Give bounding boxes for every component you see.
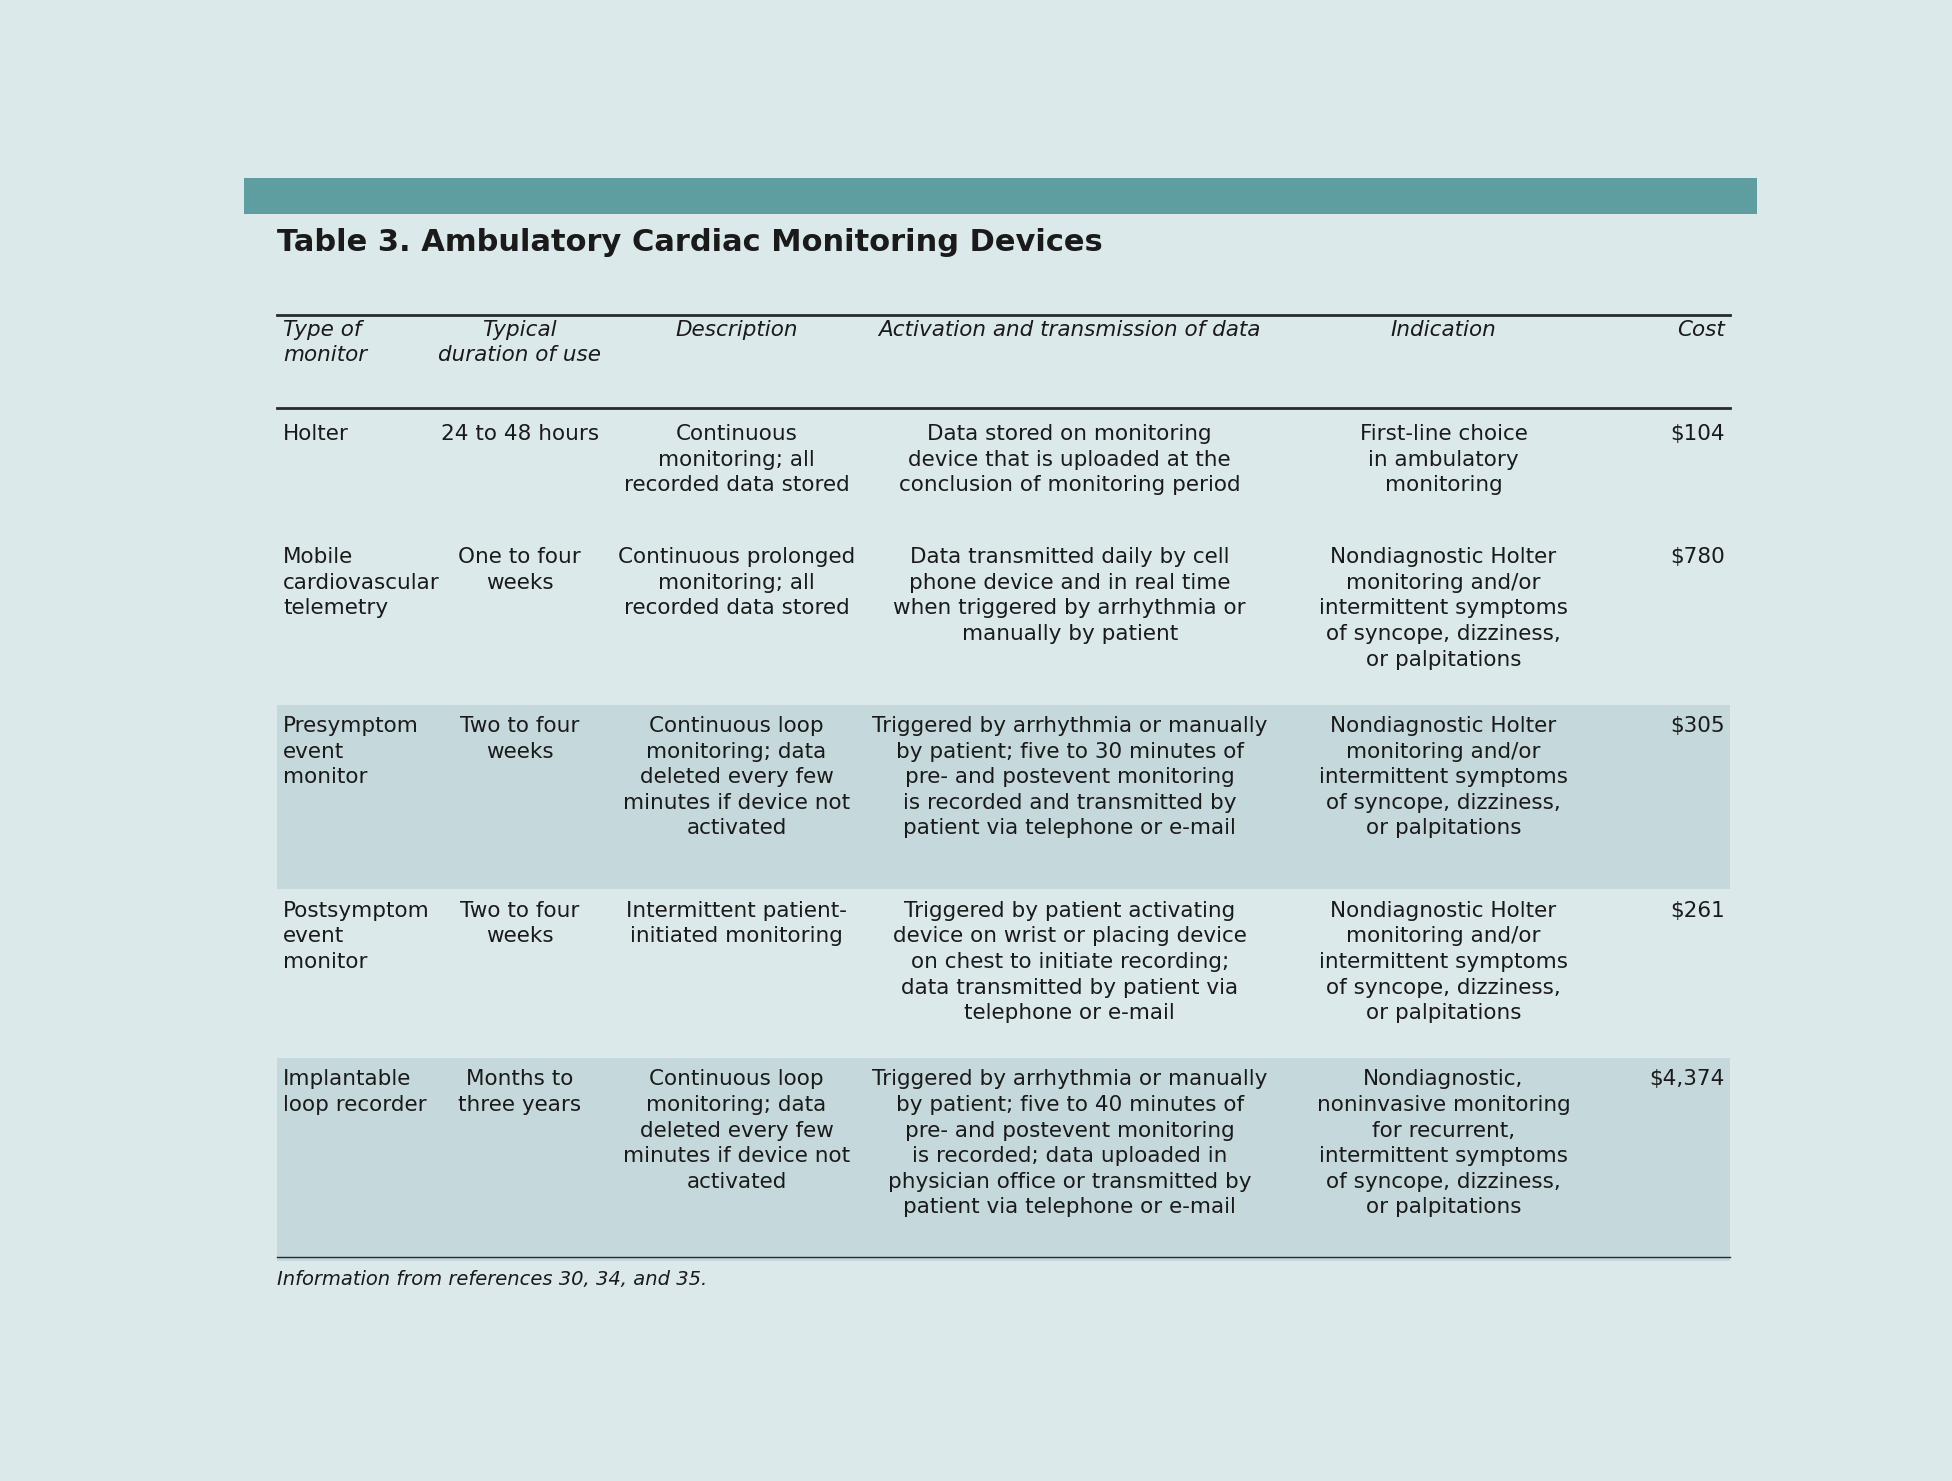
Text: Information from references 30, 34, and 35.: Information from references 30, 34, and … [277, 1271, 707, 1288]
Text: Table 3. Ambulatory Cardiac Monitoring Devices: Table 3. Ambulatory Cardiac Monitoring D… [277, 228, 1103, 256]
Text: Two to four
weeks: Two to four weeks [461, 715, 580, 761]
Text: Data stored on monitoring
device that is uploaded at the
conclusion of monitorin: Data stored on monitoring device that is… [900, 424, 1241, 495]
Text: Postsymptom
event
monitor: Postsymptom event monitor [283, 900, 429, 972]
Text: Description: Description [675, 320, 798, 341]
Text: One to four
weeks: One to four weeks [459, 546, 582, 592]
Text: Holter: Holter [283, 424, 349, 444]
Text: Nondiagnostic Holter
monitoring and/or
intermittent symptoms
of syncope, dizzine: Nondiagnostic Holter monitoring and/or i… [1320, 900, 1567, 1023]
Text: Continuous prolonged
monitoring; all
recorded data stored: Continuous prolonged monitoring; all rec… [619, 546, 855, 619]
Text: Triggered by patient activating
device on wrist or placing device
on chest to in: Triggered by patient activating device o… [892, 900, 1247, 1023]
Text: Indication: Indication [1390, 320, 1497, 341]
Text: Months to
three years: Months to three years [459, 1069, 582, 1115]
Text: $4,374: $4,374 [1649, 1069, 1726, 1090]
Text: Continuous loop
monitoring; data
deleted every few
minutes if device not
activat: Continuous loop monitoring; data deleted… [623, 1069, 849, 1192]
Text: Nondiagnostic,
noninvasive monitoring
for recurrent,
intermittent symptoms
of sy: Nondiagnostic, noninvasive monitoring fo… [1318, 1069, 1571, 1217]
Text: Typical
duration of use: Typical duration of use [439, 320, 601, 364]
Bar [277, 705, 1729, 889]
Text: Continuous loop
monitoring; data
deleted every few
minutes if device not
activat: Continuous loop monitoring; data deleted… [623, 715, 849, 838]
Text: $261: $261 [1671, 900, 1726, 921]
Text: Implantable
loop recorder: Implantable loop recorder [283, 1069, 427, 1115]
Text: Data transmitted daily by cell
phone device and in real time
when triggered by a: Data transmitted daily by cell phone dev… [894, 546, 1245, 644]
Text: Presymptom
event
monitor: Presymptom event monitor [283, 715, 420, 788]
Text: Activation and transmission of data: Activation and transmission of data [878, 320, 1261, 341]
Text: 24 to 48 hours: 24 to 48 hours [441, 424, 599, 444]
Bar [277, 1057, 1729, 1262]
Text: $780: $780 [1671, 546, 1726, 567]
Text: Triggered by arrhythmia or manually
by patient; five to 40 minutes of
pre- and p: Triggered by arrhythmia or manually by p… [873, 1069, 1267, 1217]
Text: Intermittent patient-
initiated monitoring: Intermittent patient- initiated monitori… [627, 900, 847, 946]
Text: Cost: Cost [1677, 320, 1726, 341]
Text: Mobile
cardiovascular
telemetry: Mobile cardiovascular telemetry [283, 546, 439, 619]
Text: $305: $305 [1671, 715, 1726, 736]
Bar [244, 178, 1757, 215]
Text: First-line choice
in ambulatory
monitoring: First-line choice in ambulatory monitori… [1361, 424, 1528, 495]
Text: Nondiagnostic Holter
monitoring and/or
intermittent symptoms
of syncope, dizzine: Nondiagnostic Holter monitoring and/or i… [1320, 546, 1567, 669]
Text: Triggered by arrhythmia or manually
by patient; five to 30 minutes of
pre- and p: Triggered by arrhythmia or manually by p… [873, 715, 1267, 838]
Text: $104: $104 [1671, 424, 1726, 444]
Text: Nondiagnostic Holter
monitoring and/or
intermittent symptoms
of syncope, dizzine: Nondiagnostic Holter monitoring and/or i… [1320, 715, 1567, 838]
Text: Type of
monitor: Type of monitor [283, 320, 367, 364]
Text: Two to four
weeks: Two to four weeks [461, 900, 580, 946]
Text: Continuous
monitoring; all
recorded data stored: Continuous monitoring; all recorded data… [623, 424, 849, 495]
